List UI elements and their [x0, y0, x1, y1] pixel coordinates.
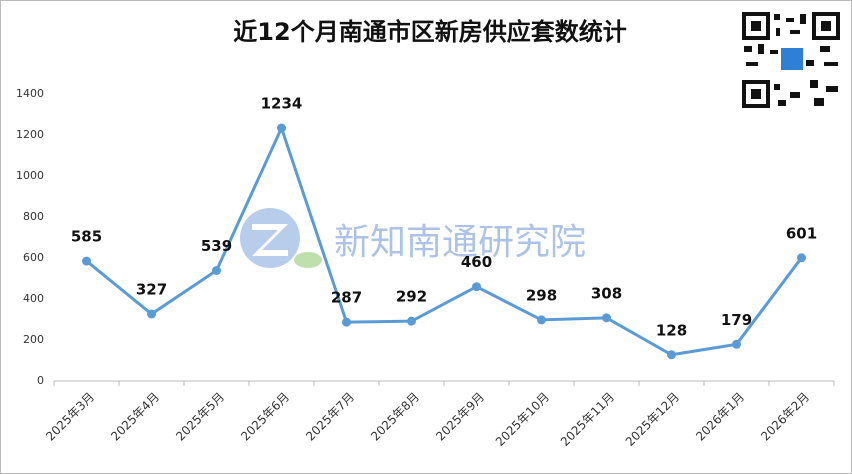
point — [342, 317, 351, 327]
y-tick-label: 800 — [23, 210, 44, 223]
data-label: 327 — [136, 280, 167, 298]
data-label: 601 — [786, 224, 817, 242]
watermark: 新知南通研究院 — [334, 222, 586, 263]
point — [277, 123, 286, 133]
y-tick-label: 0 — [37, 374, 44, 387]
point — [732, 339, 741, 349]
chart-title: 近12个月南通市区新房供应套数统计 — [233, 18, 626, 46]
data-label: 287 — [331, 289, 362, 307]
data-label: 1234 — [261, 95, 303, 113]
data-label: 128 — [656, 321, 687, 339]
y-tick-label: 1200 — [16, 128, 44, 141]
line — [85, 123, 803, 357]
point — [82, 256, 91, 266]
data-label: 298 — [526, 286, 557, 304]
point — [407, 316, 416, 326]
point — [667, 350, 676, 360]
watermark-logo — [240, 208, 322, 268]
data-label: 460 — [461, 253, 492, 271]
point — [472, 282, 481, 292]
data-label: 539 — [201, 237, 232, 255]
point — [602, 313, 611, 323]
data-label: 308 — [591, 284, 622, 302]
qr-code — [742, 12, 840, 108]
data-label: 585 — [71, 228, 102, 246]
point — [147, 309, 156, 319]
y-tick-label: 1400 — [16, 87, 44, 100]
y-tick-label: 400 — [23, 292, 44, 305]
y-tick-label: 600 — [23, 251, 44, 264]
data-label: 292 — [396, 288, 427, 306]
point — [537, 315, 546, 325]
point — [797, 253, 806, 263]
y-tick-label: 200 — [23, 333, 44, 346]
point — [212, 266, 221, 276]
data-label: 179 — [721, 311, 752, 329]
y-tick-label: 1000 — [16, 169, 44, 182]
